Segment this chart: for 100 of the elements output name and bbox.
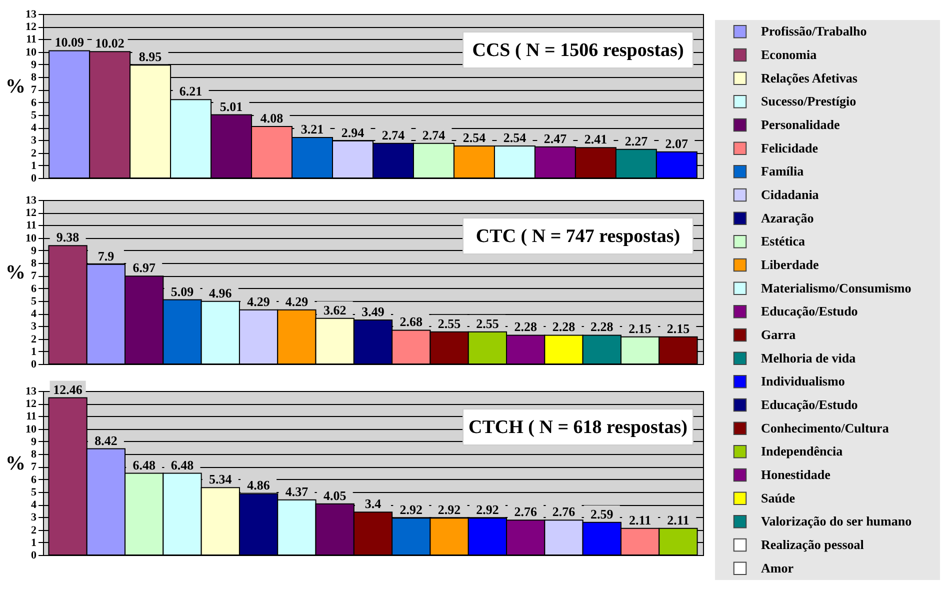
data-label: 2.74 <box>422 127 446 142</box>
data-label: 2.68 <box>400 314 424 330</box>
data-label: 2.55 <box>438 316 462 331</box>
category-label: Família <box>761 164 804 179</box>
y-tick-label: 7 <box>31 84 37 96</box>
data-label: 2.15 <box>666 320 690 336</box>
text: CCS ( N = 1506 respostas) <box>472 40 684 61</box>
y-tick-label: 7 <box>31 461 37 474</box>
y-tick-label: 10 <box>26 46 37 58</box>
category-label: Garra <box>761 327 796 342</box>
data-label: 2.92 <box>400 502 423 518</box>
data-label: 12.46 <box>53 382 83 397</box>
y-tick-label: 6 <box>31 474 37 486</box>
data-label: 2.76 <box>514 504 538 520</box>
category-label: Melhoria de vida <box>761 350 856 366</box>
data-label: 2.07 <box>665 136 689 151</box>
category-label: Cidadania <box>761 187 820 202</box>
data-label: 2.11 <box>667 512 690 528</box>
category-label: Saúde <box>761 490 796 506</box>
y-tick-label: 10 <box>26 423 37 436</box>
y-tick-label: 13 <box>26 386 37 398</box>
y-tick-label: 11 <box>26 34 36 46</box>
data-label: 6.21 <box>179 84 202 99</box>
category-label: Liberdade <box>761 257 820 272</box>
y-tick-label: 8 <box>31 448 37 461</box>
data-label: 4.29 <box>285 294 309 309</box>
data-label: 8.95 <box>138 49 162 64</box>
data-label: 5.01 <box>220 98 243 114</box>
data-label: 2.55 <box>476 316 500 331</box>
data-label: 9.38 <box>56 230 80 245</box>
text: CTCH ( N = 618 respostas) <box>468 417 688 438</box>
y-tick-label: 13 <box>26 8 37 20</box>
y-tick-label: 3 <box>31 320 37 333</box>
data-label: 6.48 <box>132 457 156 472</box>
category-label: Felicidade <box>761 140 818 156</box>
category-label: Amor <box>761 560 794 576</box>
data-label: 2.15 <box>628 320 652 336</box>
data-label: 2.54 <box>503 130 527 145</box>
category-label: Educação/Estudo <box>761 304 858 319</box>
category-label: Azaração <box>761 210 814 226</box>
y-tick-label: 5 <box>31 486 37 498</box>
data-label: 5.09 <box>170 284 194 299</box>
data-label: 2.28 <box>552 319 576 334</box>
y-tick-label: 12 <box>26 21 37 34</box>
category-label: Sucesso/Prestígio <box>761 94 856 109</box>
y-tick-label: 2 <box>31 147 37 160</box>
category-label: Individualismo <box>761 374 845 389</box>
category-label: Personalidade <box>761 117 840 132</box>
y-tick-label: 1 <box>31 160 36 172</box>
data-label: 2.11 <box>629 512 652 528</box>
data-label: 8.42 <box>94 432 118 448</box>
data-label: 2.76 <box>552 504 576 520</box>
category-label: Profissão/Trabalho <box>761 24 867 39</box>
y-tick-label: 11 <box>26 410 36 423</box>
data-label: 2.94 <box>341 124 365 140</box>
y-tick-label: 5 <box>31 109 37 122</box>
data-label: 4.05 <box>323 488 347 503</box>
category-label: Relações Afetivas <box>761 70 858 86</box>
data-label: 4.37 <box>285 484 309 499</box>
data-label: 3.62 <box>323 302 346 318</box>
data-label: 2.74 <box>382 127 406 142</box>
y-tick-label: 3 <box>31 134 37 147</box>
y-tick-label: 9 <box>31 244 37 257</box>
category-label: Economia <box>761 47 818 62</box>
y-tick-label: 6 <box>31 282 37 295</box>
category-label: Valorização do ser humano <box>761 514 912 529</box>
data-label: 2.27 <box>624 133 648 148</box>
y-tick-label: 2 <box>31 333 37 346</box>
y-axis-title: % <box>6 452 26 474</box>
y-tick-label: 11 <box>26 220 36 232</box>
category-label: Educação/Estudo <box>761 397 858 412</box>
data-label: 2.28 <box>514 319 538 334</box>
data-label: 4.29 <box>247 294 270 309</box>
y-tick-label: 4 <box>31 122 37 134</box>
data-label: 2.28 <box>590 319 614 334</box>
category-label: Realização pessoal <box>761 537 864 552</box>
y-tick-label: 9 <box>31 436 37 448</box>
data-label: 4.96 <box>209 285 232 300</box>
category-label: Estética <box>761 234 806 249</box>
y-tick-label: 9 <box>31 58 37 71</box>
data-label: 6.97 <box>132 260 156 276</box>
data-label: 3.21 <box>300 122 324 137</box>
y-tick-label: 13 <box>26 194 37 206</box>
data-label: 7.9 <box>98 248 115 264</box>
y-tick-label: 5 <box>31 295 37 308</box>
data-label: 3.49 <box>362 304 385 319</box>
y-tick-label: 0 <box>31 550 37 562</box>
category-label: Conhecimento/Cultura <box>761 420 890 436</box>
y-tick-label: 12 <box>26 398 37 410</box>
text: CTC ( N = 747 respostas) <box>476 226 680 247</box>
data-label: 2.41 <box>584 132 608 147</box>
y-tick-label: 1 <box>31 536 36 549</box>
data-label: 10.02 <box>95 36 124 51</box>
category-label: Materialismo/Consumismo <box>761 280 912 296</box>
data-label: 5.34 <box>209 472 232 487</box>
y-tick-label: 6 <box>31 96 37 109</box>
y-tick-label: 8 <box>31 72 37 84</box>
data-label: 2.54 <box>462 130 486 145</box>
y-tick-label: 4 <box>31 308 37 320</box>
data-label: 6.48 <box>170 457 194 472</box>
